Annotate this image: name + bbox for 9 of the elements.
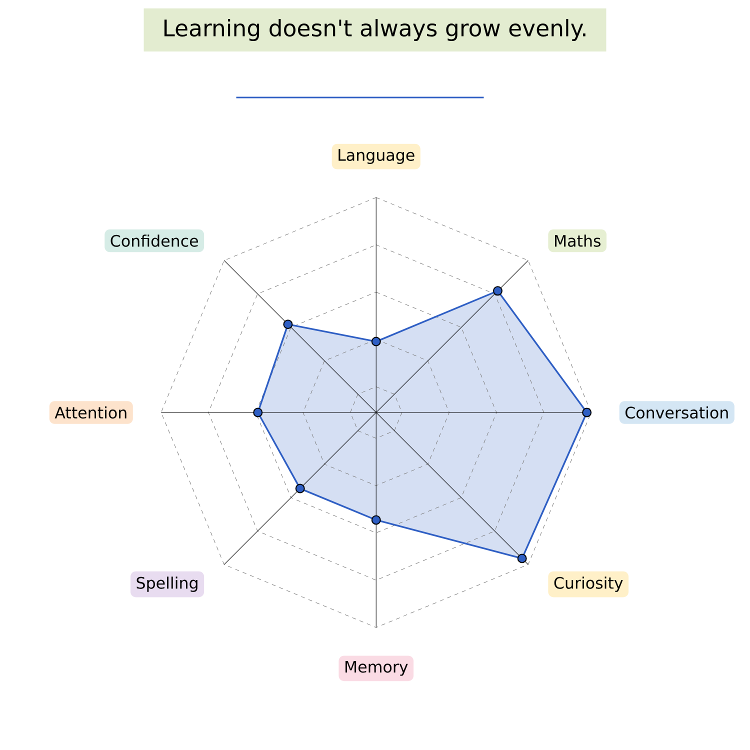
spoke-label: Maths [555, 234, 600, 247]
spoke-label: Attention [54, 406, 126, 419]
spoke-label: Memory [346, 660, 408, 676]
spoke-label: Conversation [626, 406, 728, 419]
spoke-label: Curiosity [554, 576, 623, 592]
chart-title: Learning doesn't always grow evenly. [164, 18, 586, 42]
spoke-label: Spelling [136, 576, 198, 592]
spoke-label: Confidence [110, 234, 198, 247]
spoke-label: Language [338, 149, 414, 164]
